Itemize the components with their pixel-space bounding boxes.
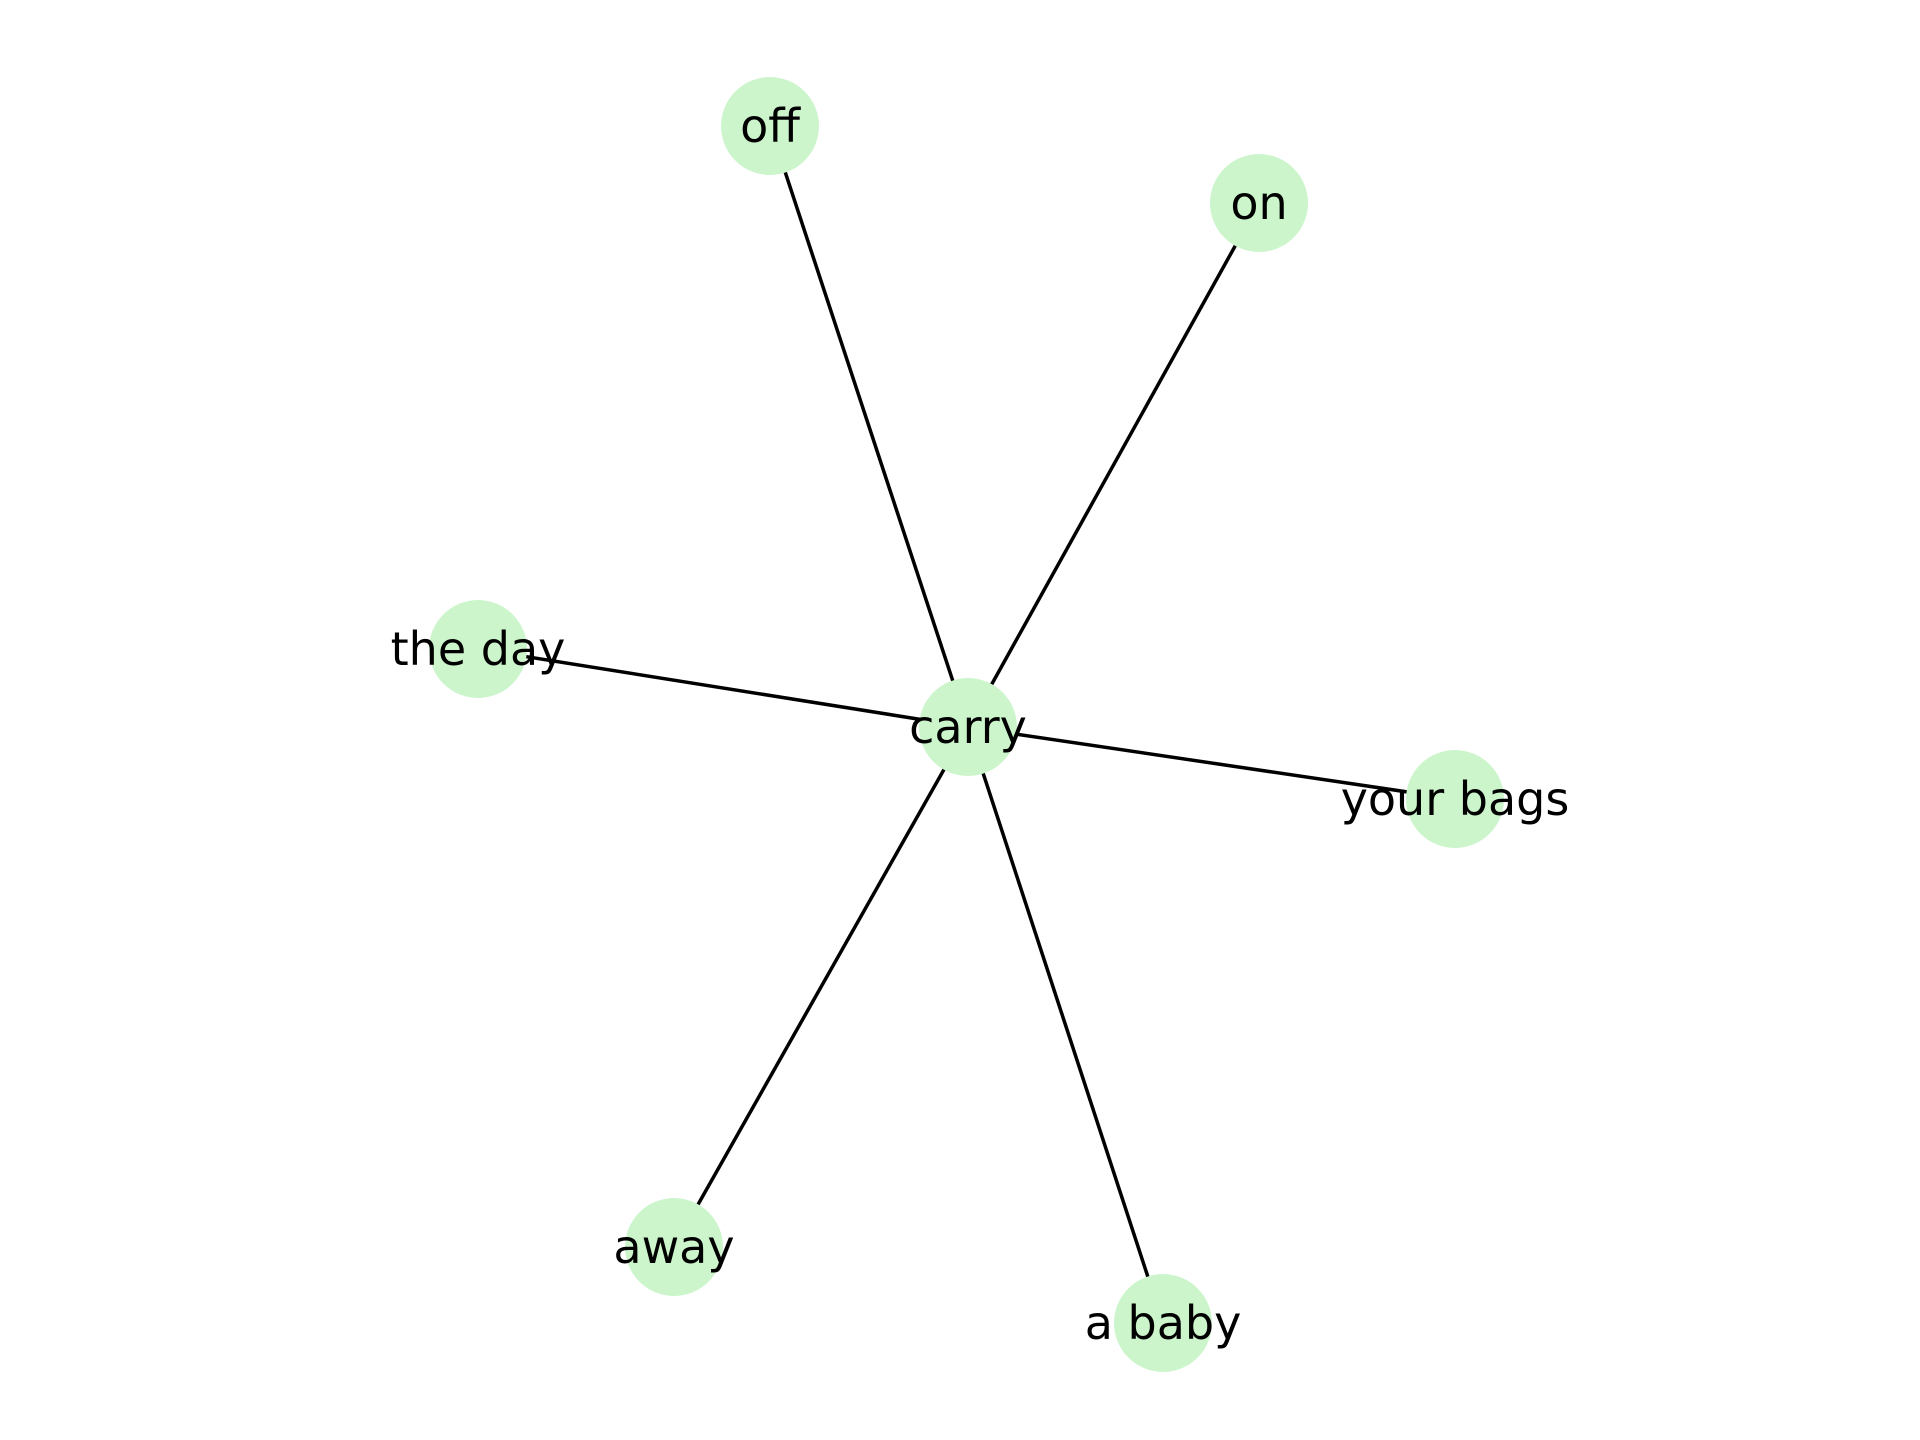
node-a-baby: a baby xyxy=(1085,1274,1242,1372)
node-a-baby-label: a baby xyxy=(1085,1296,1242,1350)
node-on: on xyxy=(1210,154,1308,252)
node-the-day: the day xyxy=(391,600,566,698)
node-your-bags-label: your bags xyxy=(1341,772,1570,826)
node-off: off xyxy=(721,77,819,175)
node-off-label: off xyxy=(740,99,801,153)
node-the-day-label: the day xyxy=(391,622,566,676)
edge-carry-off xyxy=(770,126,968,727)
node-your-bags: your bags xyxy=(1341,750,1570,848)
node-carry: carry xyxy=(909,678,1027,776)
node-on-label: on xyxy=(1230,176,1287,230)
edge-carry-a-baby xyxy=(968,727,1163,1323)
edge-carry-on xyxy=(968,203,1259,727)
node-carry-label: carry xyxy=(909,700,1027,754)
edge-carry-away xyxy=(674,727,968,1247)
node-away: away xyxy=(613,1198,734,1296)
node-away-label: away xyxy=(613,1220,734,1274)
